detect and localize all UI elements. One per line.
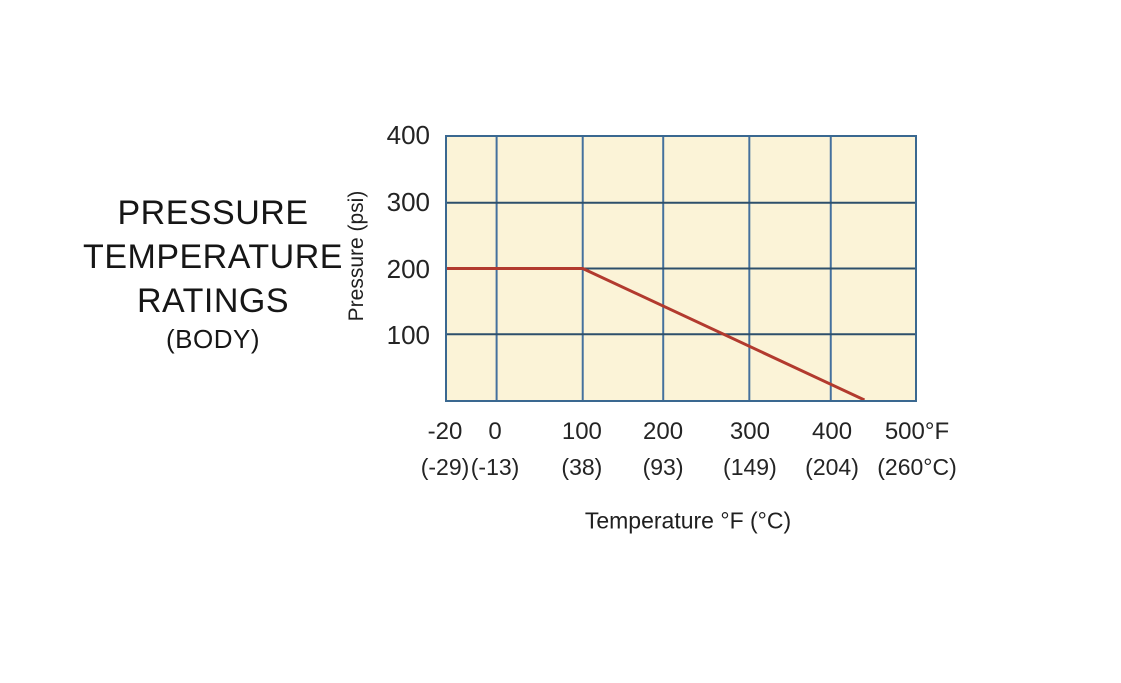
x-tick-label-celsius: (149) — [723, 454, 777, 480]
plot-canvas — [447, 137, 915, 400]
y-tick-label: 300 — [386, 186, 430, 217]
y-tick-label: 200 — [386, 253, 430, 284]
y-axis-label: Pressure (psi) — [345, 190, 368, 322]
chart-title-line-1: PRESSURE — [117, 194, 309, 232]
x-tick-label-fahrenheit: 0 — [488, 418, 502, 445]
x-axis-label: Temperature °F (°C) — [584, 507, 792, 534]
x-tick: 400 (204) — [805, 402, 859, 481]
y-tick-label: 400 — [386, 120, 430, 150]
x-tick-label-celsius: (-29) — [420, 454, 470, 480]
x-tick-label-celsius: (93) — [642, 454, 684, 480]
x-tick: 200 (93) — [642, 402, 684, 481]
x-tick-label-fahrenheit: 200 — [643, 418, 684, 445]
chart-title-line-2: TEMPERATURE — [83, 238, 343, 276]
x-tick-label-celsius: (38) — [561, 454, 603, 480]
chart-title-line-4: (BODY) — [166, 324, 260, 354]
x-tick-label-fahrenheit: 500°F — [884, 418, 950, 445]
y-axis-ticks: 400 300 200 100 — [370, 122, 430, 402]
x-tick-label-fahrenheit: 300 — [729, 418, 770, 445]
x-tick: -20 (-29) — [420, 402, 470, 481]
x-axis-ticks: -20 (-29) 0 (-13) 100 (38) 200 (93) 300 (149) 400 (… — [421, 402, 957, 492]
x-tick-label-fahrenheit: 100 — [561, 418, 602, 445]
x-tick-label-fahrenheit: -20 — [427, 418, 463, 445]
x-tick: 100 (38) — [561, 402, 603, 481]
x-tick-label-celsius: (260°C) — [877, 454, 957, 480]
x-tick: 300 (149) — [723, 402, 777, 481]
x-tick: 500°F (260°C) — [877, 402, 957, 481]
rating-line — [447, 267, 866, 400]
chart-title: PRESSURE TEMPERATURE RATINGS (BODY) — [63, 191, 363, 356]
plot-area — [445, 135, 917, 402]
y-tick-label: 100 — [386, 320, 430, 351]
chart-title-line-3: RATINGS — [136, 282, 290, 320]
x-tick-label-celsius: (204) — [805, 454, 859, 480]
x-tick: 0 (-13) — [470, 402, 520, 481]
x-tick-label-celsius: (-13) — [470, 454, 520, 480]
x-tick-label-fahrenheit: 400 — [812, 418, 853, 445]
